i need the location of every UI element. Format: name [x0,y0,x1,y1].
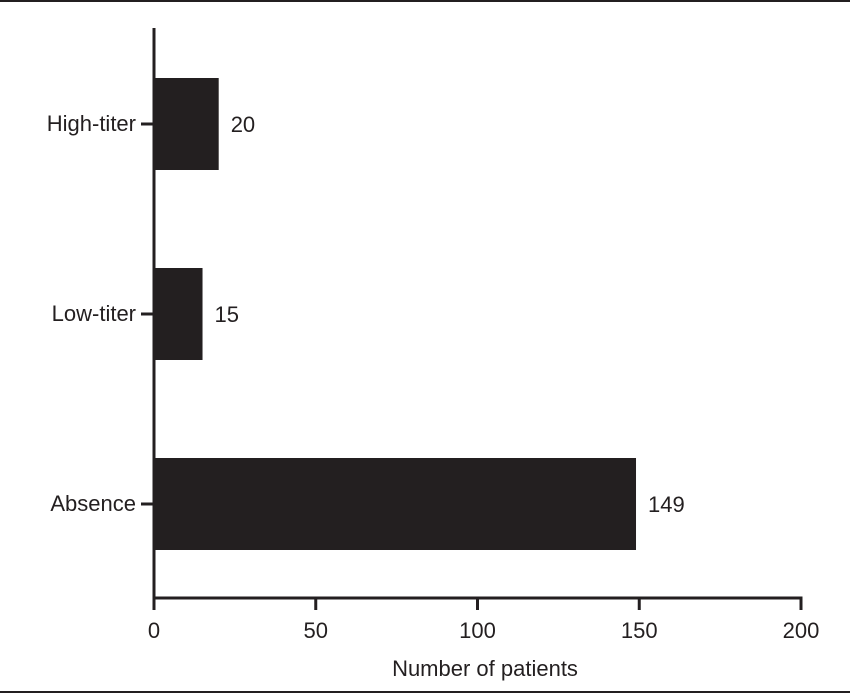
data-label-low-titer: 15 [215,302,239,327]
x-tick-label-200: 200 [783,618,820,643]
x-axis-title: Number of patients [392,656,578,681]
y-tick-label-high-titer: High-titer [47,111,136,136]
data-labels-group: 20 15 149 [215,112,685,517]
x-tick-label-150: 150 [621,618,658,643]
bar-low-titer [154,268,203,360]
x-tick-label-50: 50 [304,618,328,643]
x-tick-label-0: 0 [148,618,160,643]
bars-group [154,78,637,550]
x-tick-label-100: 100 [459,618,496,643]
data-label-high-titer: 20 [231,112,255,137]
y-axis: High-titer Low-titer Absence [47,28,156,600]
x-axis: 0 50 100 150 200 [148,596,820,643]
bar-high-titer [154,78,219,170]
y-tick-label-absence: Absence [50,491,136,516]
data-label-absence: 149 [648,492,685,517]
y-tick-label-low-titer: Low-titer [52,301,136,326]
bar-absence [154,458,637,550]
